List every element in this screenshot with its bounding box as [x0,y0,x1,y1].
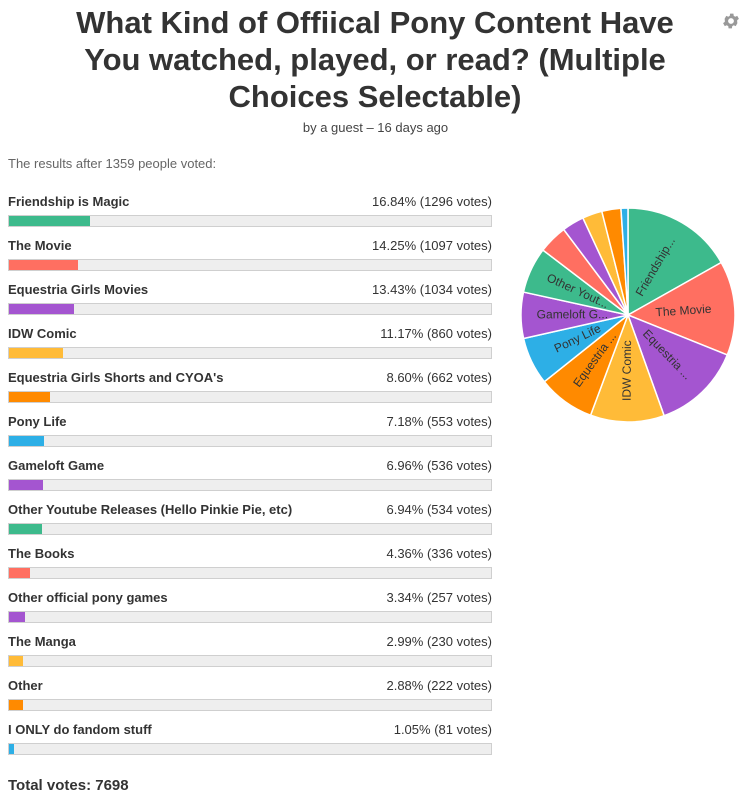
result-bar-fill [9,700,23,710]
result-row: Other Youtube Releases (Hello Pinkie Pie… [8,501,492,545]
result-label: Gameloft Game [8,458,105,473]
poll-title-line: You watched, played, or read? (Multiple [84,42,666,77]
result-row: Other 2.88% (222 votes) [8,677,492,721]
pie-slice-label: Gameloft G... [537,307,608,321]
result-bar-track [8,347,492,359]
result-label: Other official pony games [8,590,168,605]
result-percent: 4.36% (336 votes) [386,546,492,561]
result-bar-track [8,655,492,667]
result-bar-fill [9,216,91,226]
result-percent: 2.88% (222 votes) [386,678,492,693]
poll-byline: by a guest – 16 days ago [302,120,449,135]
result-bar-track [8,743,492,755]
result-label: Equestria Girls Shorts and CYOA's [8,370,224,385]
result-label: IDW Comic [8,326,77,341]
result-bar-track [8,303,492,315]
result-percent: 1.05% (81 votes) [393,722,492,737]
result-row: Gameloft Game 6.96% (536 votes) [8,457,492,501]
result-percent: 2.99% (230 votes) [386,634,492,649]
result-row: Equestria Girls Shorts and CYOA's 8.60% (… [8,369,492,413]
result-row: The Manga 2.99% (230 votes) [8,633,492,677]
pie-slice [620,207,629,316]
result-label: The Books [8,546,75,561]
pie-slice [626,261,736,356]
result-percent: 16.84% (1296 votes) [372,194,492,209]
result-bar-fill [9,568,31,578]
pie-slice [627,207,723,317]
result-label: I ONLY do fandom stuff [8,722,152,737]
result-bar-fill [9,744,15,754]
pie-slice [589,312,666,423]
result-bar-track [8,215,492,227]
result-percent: 14.25% (1097 votes) [372,238,492,253]
gear-icon[interactable] [721,11,741,31]
result-row: Pony Life 7.18% (553 votes) [8,413,492,457]
result-percent: 8.60% (662 votes) [386,370,492,385]
result-bar-track [8,699,492,711]
pie-slice [626,313,729,417]
result-label: Equestria Girls Movies [8,282,149,297]
result-percent: 13.43% (1034 votes) [372,282,492,297]
results-intro: The results after 1359 people voted: [8,156,217,171]
result-bar-track [8,391,492,403]
result-row: Equestria Girls Movies 13.43% (1034 votes… [8,281,492,325]
result-percent: 6.96% (536 votes) [386,458,492,473]
result-bar-fill [9,304,74,314]
result-label: Other Youtube Releases (Hello Pinkie Pie… [8,502,293,517]
result-label: Pony Life [8,414,67,429]
result-label: Friendship is Magic [8,194,130,209]
result-percent: 7.18% (553 votes) [386,414,492,429]
result-row: Friendship is Magic 16.84% (1296 votes) [8,193,492,237]
result-row: Other official pony games 3.34% (257 vote… [8,589,492,633]
result-bar-fill [9,612,26,622]
result-bar-fill [9,480,43,490]
results-list: Friendship is Magic 16.84% (1296 votes) Th… [8,193,492,765]
results-pie-chart: Friendship... The Movie Equestria ... IDW C… [520,207,736,423]
result-bar-track [8,435,492,447]
result-bar-fill [9,436,44,446]
poll-title-line: What Kind of Offiical Pony Content Have [76,5,674,40]
result-bar-track [8,523,492,535]
result-row: The Books 4.36% (336 votes) [8,545,492,589]
total-votes: Total votes: 7698 [8,777,129,794]
result-bar-track [8,611,492,623]
result-bar-track [8,567,492,579]
result-percent: 3.34% (257 votes) [386,590,492,605]
result-label: The Movie [8,238,72,253]
result-bar-fill [9,524,43,534]
result-label: Other [8,678,43,693]
result-bar-fill [9,260,78,270]
result-bar-fill [9,348,63,358]
result-label: The Manga [8,634,76,649]
result-bar-fill [9,656,24,666]
result-row: I ONLY do fandom stuff 1.05% (81 votes) [8,721,492,765]
result-bar-track [8,259,492,271]
result-percent: 11.17% (860 votes) [380,326,492,341]
result-bar-fill [9,392,51,402]
result-row: IDW Comic 11.17% (860 votes) [8,325,492,369]
result-percent: 6.94% (534 votes) [386,502,492,517]
pie-slice-label: The Movie [655,302,712,320]
result-bar-track [8,479,492,491]
pie-slice-label: IDW Comic [620,340,634,401]
poll-title: What Kind of Offiical Pony Content Have … [40,4,710,115]
poll-title-line: Choices Selectable) [228,79,522,114]
result-row: The Movie 14.25% (1097 votes) [8,237,492,281]
